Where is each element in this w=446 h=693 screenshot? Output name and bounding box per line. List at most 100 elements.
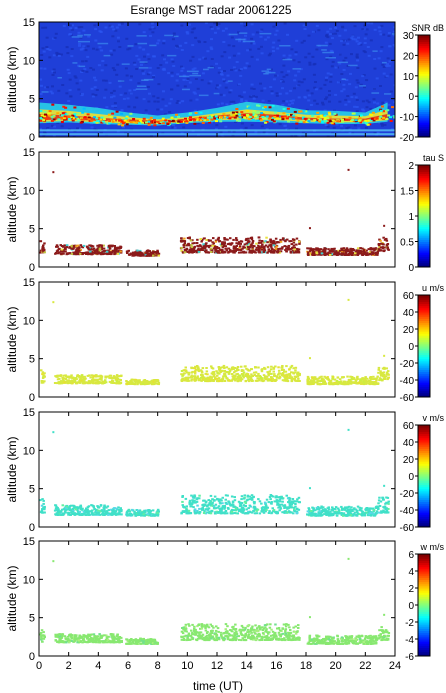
snr-noise (78, 42, 82, 45)
data-point (119, 507, 122, 510)
data-point (277, 496, 280, 499)
data-point (349, 512, 353, 515)
snr-speckle (132, 118, 136, 120)
data-point (258, 248, 261, 251)
data-point (229, 237, 232, 240)
data-point (152, 380, 156, 383)
snr-noise (170, 71, 174, 74)
data-point (245, 367, 248, 370)
data-point (70, 244, 73, 247)
data-point (286, 248, 290, 251)
snr-speckle (56, 112, 60, 115)
snr-speckle (64, 118, 68, 121)
data-point (244, 365, 247, 368)
data-point (149, 254, 153, 257)
snr-speckle (292, 114, 296, 117)
snr-noise (193, 92, 197, 95)
snr-speckle (254, 115, 257, 118)
data-point (211, 372, 215, 375)
data-point (148, 511, 151, 514)
snr-noise (66, 52, 70, 55)
snr-noise (203, 57, 207, 60)
snr-noise (193, 109, 197, 112)
data-point (110, 508, 113, 511)
data-point (274, 247, 278, 250)
data-point (111, 512, 114, 514)
snr-streak (198, 94, 209, 97)
data-point (190, 379, 193, 382)
data-point (203, 510, 206, 513)
snr-speckle (379, 109, 383, 112)
data-point (233, 512, 236, 514)
data-point (211, 498, 214, 501)
data-point (368, 253, 372, 256)
data-point (83, 375, 86, 378)
colorbar-segment (418, 228, 430, 232)
data-point (188, 249, 191, 252)
colorbar-tick-label: 0 (408, 92, 414, 103)
data-point (120, 509, 123, 512)
colorbar-segment (418, 52, 430, 55)
data-point (323, 375, 326, 378)
snr-speckle (218, 118, 222, 121)
snr-noise (147, 100, 151, 103)
snr-noise (133, 89, 137, 91)
data-point (184, 378, 187, 381)
data-point (56, 513, 60, 516)
snr-noise (294, 51, 298, 54)
snr-noise (172, 124, 176, 127)
snr-noise (194, 36, 198, 39)
snr-speckle (348, 116, 352, 119)
data-point (43, 511, 46, 514)
snr-noise (52, 68, 56, 71)
data-point (319, 248, 322, 251)
data-point (104, 381, 108, 384)
data-point (224, 512, 227, 515)
data-point (195, 500, 199, 503)
data-point (362, 252, 365, 255)
snr-noise (325, 96, 329, 99)
data-point (191, 495, 195, 498)
snr-noise (125, 74, 129, 77)
data-point (241, 373, 245, 376)
snr-speckle (233, 116, 237, 119)
snr-noise (152, 95, 156, 98)
data-point (189, 503, 192, 506)
data-point (322, 382, 325, 385)
snr-noise (297, 70, 301, 73)
snr-speckle (368, 123, 372, 126)
data-point (180, 249, 183, 252)
y-tick-label: 15 (23, 17, 35, 29)
data-point (240, 251, 243, 254)
data-point (346, 375, 349, 378)
snr-speckle (50, 115, 54, 118)
snr-noise (161, 98, 165, 101)
data-point (311, 253, 314, 256)
data-point (207, 251, 210, 254)
snr-noise (250, 87, 254, 90)
data-point (266, 241, 269, 244)
snr-noise (338, 53, 342, 56)
snr-noise (387, 32, 391, 34)
snr-noise (53, 71, 56, 74)
snr-noise (272, 50, 275, 53)
data-point (374, 248, 377, 251)
data-point (68, 375, 71, 378)
data-point (269, 378, 272, 381)
snr-speckle (61, 115, 65, 118)
snr-noise (350, 96, 354, 99)
snr-noise (39, 127, 42, 130)
data-point (202, 245, 206, 248)
snr-speckle (361, 119, 365, 122)
outlier-point (383, 354, 386, 357)
data-point (64, 509, 67, 512)
colorbar-segment (418, 262, 430, 266)
data-point (230, 379, 234, 382)
snr-speckle (236, 119, 240, 122)
snr-noise (198, 58, 202, 61)
snr-streak (137, 42, 148, 45)
data-point (288, 240, 291, 243)
snr-noise (196, 87, 200, 90)
snr-noise (282, 75, 286, 78)
data-point (353, 507, 356, 510)
